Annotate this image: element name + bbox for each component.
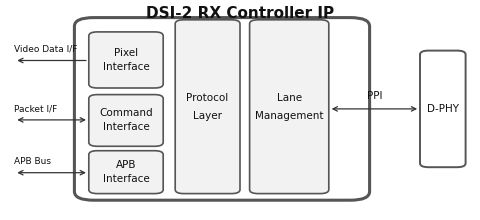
Text: Protocol: Protocol	[186, 93, 229, 103]
Text: Interface: Interface	[103, 62, 149, 72]
FancyBboxPatch shape	[89, 32, 163, 88]
Text: Command: Command	[99, 108, 153, 118]
FancyBboxPatch shape	[74, 18, 370, 200]
Text: D-PHY: D-PHY	[427, 104, 459, 114]
Text: Management: Management	[255, 110, 324, 121]
FancyBboxPatch shape	[175, 20, 240, 194]
FancyBboxPatch shape	[89, 95, 163, 146]
Text: Interface: Interface	[103, 123, 149, 132]
FancyBboxPatch shape	[89, 151, 163, 194]
Text: Interface: Interface	[103, 174, 149, 184]
Text: Video Data I/F: Video Data I/F	[14, 45, 78, 54]
FancyBboxPatch shape	[250, 20, 329, 194]
Text: Lane: Lane	[276, 93, 302, 103]
Text: Layer: Layer	[193, 110, 222, 121]
Text: Pixel: Pixel	[114, 48, 138, 58]
Text: APB: APB	[116, 160, 136, 170]
FancyBboxPatch shape	[420, 51, 466, 167]
Text: APB Bus: APB Bus	[14, 157, 51, 166]
Text: DSI-2 RX Controller IP: DSI-2 RX Controller IP	[146, 6, 334, 20]
Text: PPI: PPI	[367, 91, 382, 101]
Text: Packet I/F: Packet I/F	[14, 104, 58, 113]
